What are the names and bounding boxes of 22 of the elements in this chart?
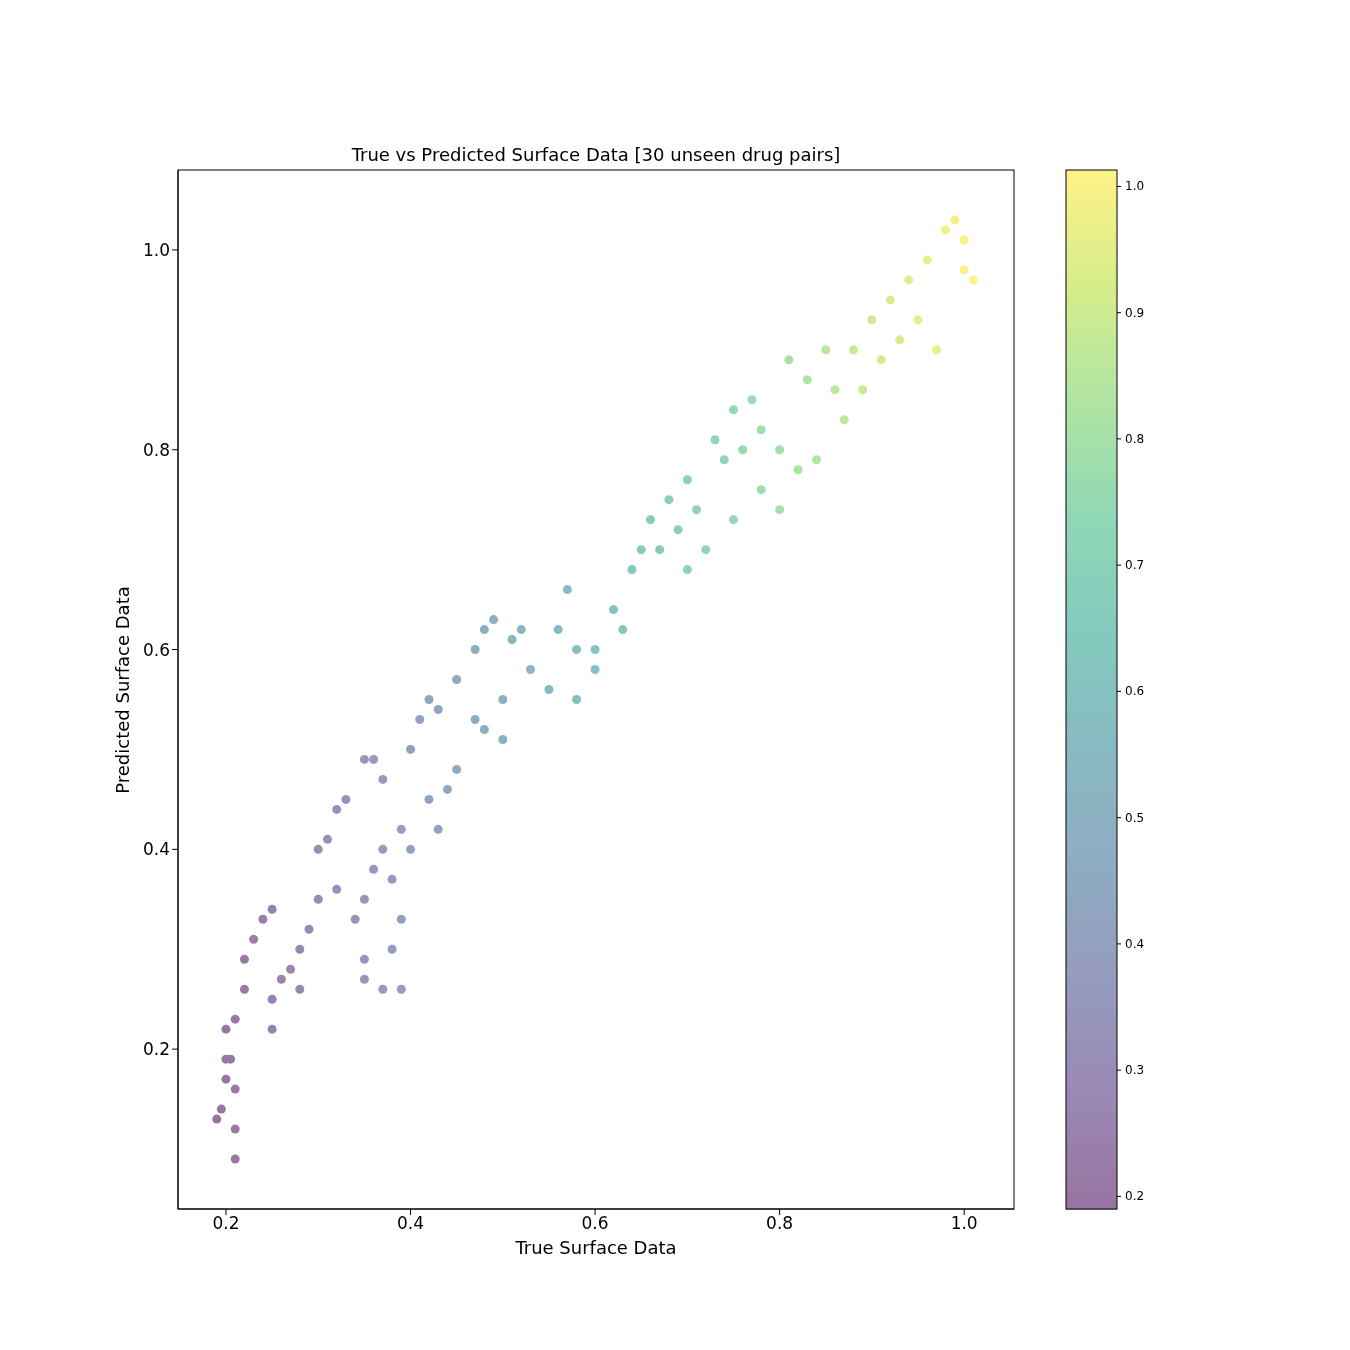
color-bar-label: 0.3 — [1125, 1063, 1145, 1078]
color-bar-label: 0.7 — [1125, 558, 1145, 573]
x-tick-label: 1.0 — [950, 1213, 978, 1234]
x-tick-label: 0.6 — [581, 1213, 609, 1234]
x-tick-label: 0.4 — [397, 1213, 425, 1234]
x-axis-title: True Surface Data — [514, 1237, 678, 1258]
color-bar-label: 0.9 — [1125, 305, 1145, 320]
chart-title: True vs Predicted Surface Data [30 unseen drug pairs] — [350, 144, 842, 165]
x-tick-label: 0.8 — [766, 1213, 794, 1234]
color-bar-label: 0.4 — [1125, 936, 1145, 951]
color-bar-label: 0.8 — [1125, 431, 1145, 446]
x-tick-label: 0.2 — [212, 1213, 240, 1234]
y-tick-label: 0.8 — [142, 439, 170, 460]
color-bar-label: 0.5 — [1125, 810, 1145, 825]
color-bar-label: 0.6 — [1125, 684, 1145, 699]
y-tick-label: 0.6 — [142, 639, 170, 660]
color-bar-label: 1.0 — [1125, 179, 1145, 194]
y-axis-title: Predicted Surface Data — [111, 586, 133, 794]
y-tick-label: 0.2 — [142, 1039, 170, 1060]
y-tick-label: 0.4 — [142, 839, 170, 860]
y-tick-label: 1.0 — [142, 239, 170, 260]
color-bar-label: 0.2 — [1125, 1189, 1145, 1204]
